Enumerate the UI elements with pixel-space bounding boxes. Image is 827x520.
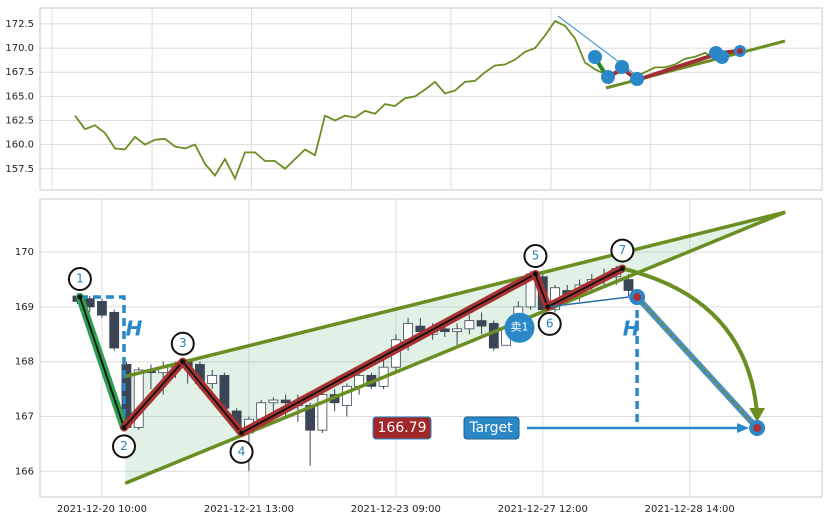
pattern-leg-core [547,267,623,308]
pattern-leg-core [182,361,243,434]
pattern-point [619,266,625,272]
arrow-head [737,422,750,433]
candle-body [207,374,218,385]
y-tick-label: 170.0 [5,43,34,54]
candle-body [488,322,499,349]
x-tick-label: 2021-12-23 09:00 [351,504,441,515]
bottom-panel [39,198,823,498]
x-tick-label: 2021-12-21 13:00 [204,504,294,515]
candle-body [439,328,450,332]
candle-body [452,328,462,332]
pattern-leg-core [534,273,549,308]
pattern-point [121,424,127,430]
x-tick-label: 2021-12-27 12:00 [498,504,588,515]
point-badge [229,439,254,464]
value-box [372,416,432,440]
signal-point [504,312,535,343]
target-value-label: 166.79 [378,420,427,436]
point-label: 4 [238,444,246,458]
y-tick-label: 170 [15,247,34,258]
pattern-point [77,294,83,300]
curve-arrow [621,266,760,415]
pattern-leg-core [241,273,536,434]
point-label: 3 [179,336,187,350]
y-tick-label: 160.0 [5,140,34,151]
point-label: 1 [76,272,84,286]
grid-layer [40,8,822,497]
height-label: H [126,317,143,341]
x-tick-label: 2021-12-20 10:00 [57,504,147,515]
projection-core [636,296,758,429]
signal-label: 卖1 [511,321,529,334]
y-tick-label: 162.5 [5,115,34,126]
y-tick-label: 169 [15,302,34,313]
pattern-point [180,359,186,365]
y-tick-label: 167.5 [5,67,34,78]
y-tick-label: 157.5 [5,164,34,175]
point-label: 6 [546,316,554,330]
pattern-point [239,430,245,436]
candle-body [415,325,426,332]
candle-body [97,301,107,316]
candle-body [623,279,634,291]
projection-dot [633,293,642,302]
point-badge [610,238,635,263]
point-badge [537,311,562,336]
arrow-head [749,407,766,422]
y-tick-label: 165.0 [5,91,34,102]
trend-line [124,210,786,485]
pattern-leg-core [79,296,125,428]
pattern-point [545,304,551,310]
trend-line [124,210,786,379]
candle-body [133,369,144,428]
candle-body [280,399,291,404]
point-badge [523,244,548,269]
mini-pattern [557,15,786,90]
target-dot [753,423,762,432]
candle-body [109,311,120,349]
target-box [463,416,520,440]
candle-body [476,320,487,327]
candle-body [268,399,279,404]
point-label: 2 [120,439,128,453]
pattern-point [532,271,538,277]
target-label: Target [468,420,513,436]
point-badge [170,331,195,356]
y-tick-label: 167 [15,411,34,422]
point-badge [67,267,92,292]
y-tick-label: 168 [15,357,34,368]
point-label: 5 [532,249,540,263]
x-tick-label: 2021-12-28 14:00 [645,504,735,515]
signal-arrow [547,296,630,308]
top-panel [39,7,823,191]
candle-body [464,320,475,330]
height-label: H [623,317,640,341]
pattern-leg-core [123,361,184,429]
point-badge [112,434,137,459]
height-dash [79,295,126,428]
y-tick-label: 172.5 [5,19,34,30]
point-label: 7 [619,243,627,257]
bottom-layer: H H 卖1 166.79 Target 1 2 3 4 5 6 7 [67,210,786,485]
y-tick-label: 166 [15,466,34,477]
candle-body [317,394,328,431]
